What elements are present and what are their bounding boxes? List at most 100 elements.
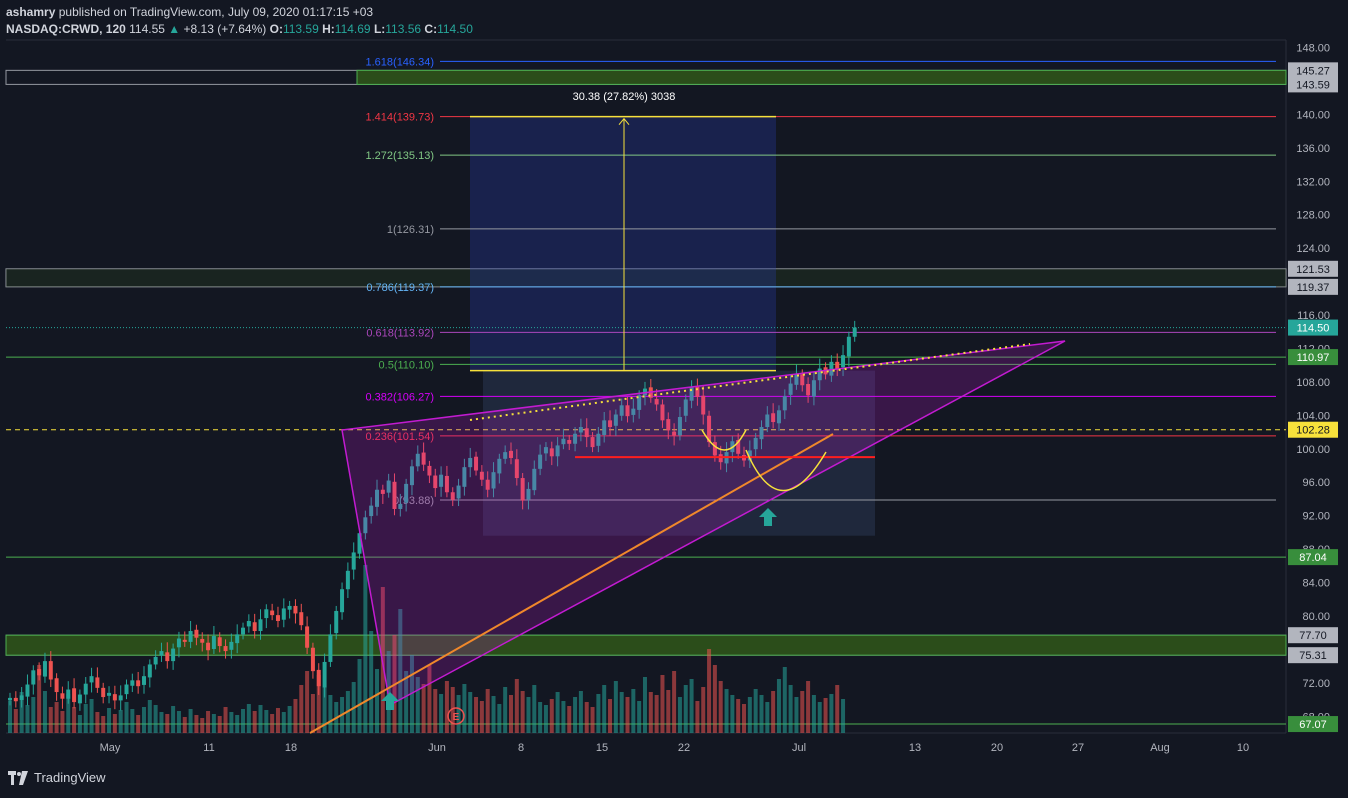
x-tick-label: Aug xyxy=(1150,742,1170,754)
candle-body xyxy=(456,485,461,499)
volume-bar xyxy=(765,702,770,733)
candle-body xyxy=(549,448,554,457)
volume-bar xyxy=(147,700,152,733)
price-label: 77.70 xyxy=(1299,630,1327,642)
volume-bar xyxy=(619,692,624,733)
volume-bar xyxy=(328,695,333,733)
candle-body xyxy=(95,677,100,688)
volume-bar xyxy=(130,709,135,733)
volume-bar xyxy=(299,685,304,733)
x-tick-label: 22 xyxy=(678,742,690,754)
volume-bar xyxy=(433,689,438,733)
candle-body xyxy=(485,479,490,490)
candle-body xyxy=(386,480,391,493)
candle-body xyxy=(264,609,269,619)
volume-bar xyxy=(485,689,490,733)
up-arrow-icon xyxy=(759,508,777,526)
candle-body xyxy=(200,638,205,643)
candle-body xyxy=(270,610,275,616)
volume-bar xyxy=(25,705,30,733)
volume-bar xyxy=(281,712,286,733)
candle-body xyxy=(153,656,158,665)
volume-bar xyxy=(19,692,24,733)
candle-body xyxy=(31,670,36,685)
volume-bar xyxy=(555,692,560,733)
candle-body xyxy=(293,605,298,614)
candle-body xyxy=(520,478,525,501)
volume-bar xyxy=(730,695,735,733)
volume-bar xyxy=(48,707,53,733)
candle-body xyxy=(829,361,834,376)
y-tick-label: 72.00 xyxy=(1302,678,1330,690)
candle-body xyxy=(596,433,601,446)
candle-body xyxy=(223,646,228,652)
candle-body xyxy=(590,437,595,448)
volume-bar xyxy=(141,707,146,733)
y-tick-label: 140.00 xyxy=(1296,109,1330,121)
volume-bar xyxy=(60,711,65,733)
publisher-name[interactable]: ashamry xyxy=(6,5,56,19)
volume-bar xyxy=(72,707,77,733)
candle-body xyxy=(351,552,356,570)
volume-bar xyxy=(54,702,59,733)
y-tick-label: 108.00 xyxy=(1296,377,1330,389)
candle-body xyxy=(165,652,170,662)
candle-body xyxy=(491,472,496,489)
volume-bar xyxy=(474,697,479,733)
candle-body xyxy=(642,388,647,396)
volume-bar xyxy=(398,609,403,733)
volume-bar xyxy=(835,685,840,733)
candle-body xyxy=(281,608,286,620)
volume-bar xyxy=(89,699,94,733)
candle-body xyxy=(619,405,624,416)
volume-bar xyxy=(567,706,572,733)
low-value: 113.56 xyxy=(385,22,422,36)
volume-bar xyxy=(456,695,461,733)
up-arrow-icon xyxy=(381,692,399,710)
volume-bar xyxy=(444,681,449,733)
measure-label: 30.38 (27.82%) 3038 xyxy=(573,91,676,103)
volume-bar xyxy=(707,649,712,733)
candle-body xyxy=(602,420,607,435)
volume-bar xyxy=(176,711,181,733)
zone-fill xyxy=(356,69,1287,85)
candle-body xyxy=(369,505,374,517)
volume-bar xyxy=(718,681,723,733)
candle-body xyxy=(637,395,642,410)
candle-body xyxy=(107,692,112,696)
volume-bar xyxy=(672,671,677,733)
price-change: +8.13 (+7.64%) xyxy=(183,22,267,36)
candle-body xyxy=(584,428,589,438)
candle-body xyxy=(508,450,513,458)
candle-body xyxy=(439,474,444,487)
high-label: H: xyxy=(322,22,335,36)
volume-bar xyxy=(223,707,228,733)
volume-bar xyxy=(188,709,193,733)
volume-bar xyxy=(637,701,642,733)
candle-body xyxy=(776,410,781,424)
volume-bar xyxy=(462,684,467,733)
candle-body xyxy=(404,483,409,503)
volume-bar xyxy=(782,667,787,733)
footer: TradingView xyxy=(8,770,106,785)
cup-arc-right xyxy=(745,449,827,492)
volume-bar xyxy=(602,685,607,733)
candle-body xyxy=(42,661,47,677)
volume-bar xyxy=(776,679,781,733)
x-tick-label: Jul xyxy=(792,742,806,754)
volume-bar xyxy=(8,701,12,733)
brand-name[interactable]: TradingView xyxy=(34,770,106,785)
symbol-label[interactable]: NASDAQ:CRWD, 120 xyxy=(6,22,126,36)
volume-bar xyxy=(153,705,158,733)
candle-body xyxy=(252,622,257,632)
volume-bar xyxy=(590,707,595,733)
candle-body xyxy=(841,355,846,368)
volume-bar xyxy=(712,665,717,733)
candle-body xyxy=(118,695,123,701)
measure-box xyxy=(470,116,776,371)
volume-bar xyxy=(136,715,141,733)
volume-bar xyxy=(124,702,129,733)
x-tick-label: 11 xyxy=(203,742,214,754)
volume-bar xyxy=(217,716,222,733)
